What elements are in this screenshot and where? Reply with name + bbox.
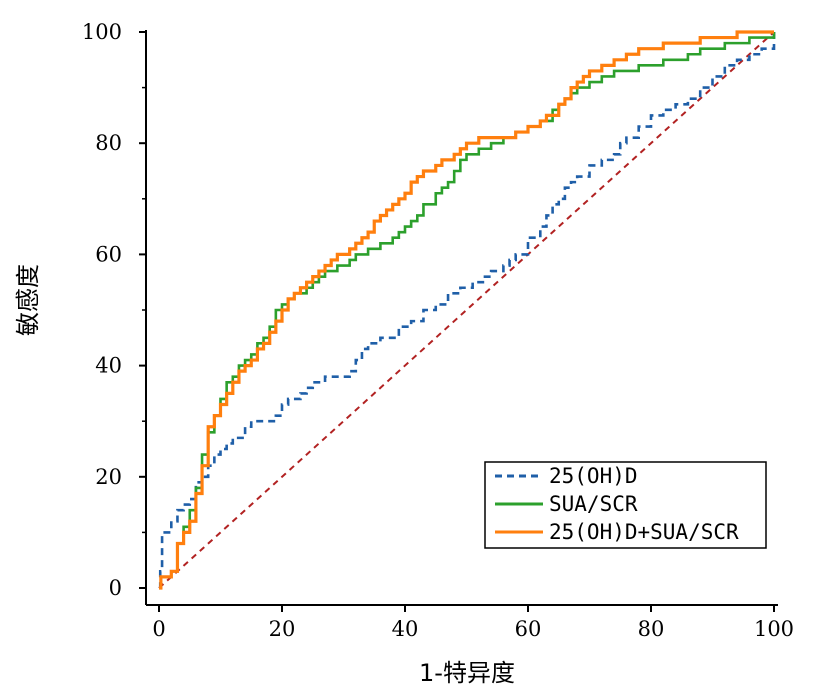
x-tick-label: 80 (638, 617, 665, 641)
plot-area: 0 20 40 60 80 100 0 20 40 60 80 100 (82, 20, 794, 641)
y-tick-label: 60 (95, 242, 122, 266)
series-group (158, 30, 776, 590)
y-tick-label: 20 (95, 465, 122, 489)
y-tick-label: 40 (95, 354, 122, 378)
x-axis-title: 1-特异度 (419, 659, 515, 687)
y-tick-label: 80 (95, 131, 122, 155)
x-tick-label: 100 (754, 617, 794, 641)
y-tick-label: 100 (82, 20, 122, 44)
x-tick-label: 40 (392, 617, 419, 641)
series-line-25-oh-d-sua-scr (159, 30, 774, 590)
legend-label-25ohd: 25(OH)D (549, 464, 638, 488)
legend-label-combined: 25(OH)D+SUA/SCR (549, 520, 739, 544)
x-tick-label: 20 (269, 617, 296, 641)
legend: 25(OH)D SUA/SCR 25(OH)D+SUA/SCR (484, 461, 767, 549)
x-tick-label: 60 (515, 617, 542, 641)
series-line-25-oh-d (158, 32, 776, 590)
legend-label-sua-scr: SUA/SCR (549, 492, 638, 516)
x-ticks: 0 20 40 60 80 100 (152, 605, 794, 641)
x-tick-label: 0 (152, 617, 165, 641)
y-axis-title: 敏感度 (14, 264, 42, 336)
y-tick-label: 0 (109, 576, 122, 600)
series-line-sua-scr (159, 32, 776, 590)
y-ticks: 0 20 40 60 80 100 (82, 20, 146, 600)
